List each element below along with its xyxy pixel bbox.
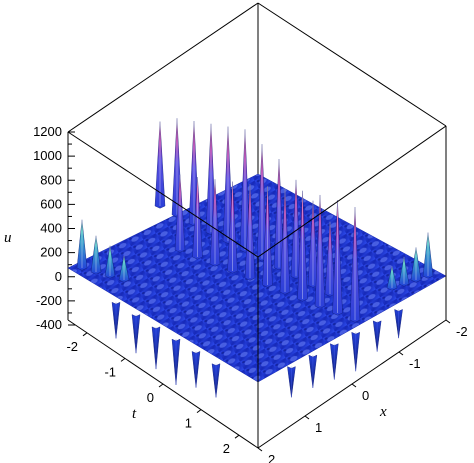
side-peak [398, 256, 410, 287]
surface-peaks [154, 118, 361, 323]
u-axis-label: u [4, 230, 12, 246]
t-tick-label: 2 [223, 441, 230, 456]
t-axis-label: t [132, 406, 137, 422]
t-tick-mark [82, 332, 88, 337]
u-tick-label: -400 [36, 317, 62, 332]
x-tick-mark [351, 383, 357, 388]
x-axis-label: x [379, 404, 387, 420]
t-tick-mark [158, 383, 164, 388]
x-tick-mark [257, 447, 263, 452]
trough-spike [308, 354, 318, 388]
x-tick-label: -1 [409, 356, 421, 371]
trough-spike [211, 363, 221, 398]
t-tick-mark [196, 409, 202, 414]
side-peak [386, 266, 398, 291]
trough-spike [351, 331, 360, 372]
x-tick-label: 2 [268, 452, 275, 463]
t-tick-label: 0 [147, 390, 154, 405]
u-tick-label: -200 [36, 293, 62, 308]
trough-spike [131, 314, 141, 354]
u-tick-label: 200 [40, 245, 62, 260]
x-tick-label: -2 [456, 324, 468, 339]
trough-spike [394, 309, 403, 339]
ridge-peak [154, 121, 166, 209]
ridge-peak [332, 200, 343, 316]
t-tick-label: -2 [66, 339, 78, 354]
side-peak [76, 219, 88, 271]
x-tick-mark [304, 415, 310, 420]
side-peak [104, 245, 116, 279]
side-peak [410, 247, 422, 283]
surface-troughs [111, 301, 403, 398]
u-axis: -400 -200 0 200 400 600 800 1000 1200 [33, 124, 75, 332]
u-tick-label: 600 [40, 196, 62, 211]
side-peak [90, 235, 102, 275]
ridge-peak [279, 188, 291, 295]
t-tick-mark [120, 357, 126, 362]
trough-spike [191, 351, 201, 388]
t-tick-label: -1 [104, 364, 116, 379]
ridge-peak [209, 179, 221, 267]
trough-spike [287, 366, 296, 398]
side-peak [422, 232, 434, 279]
u-tick-label: 0 [55, 269, 62, 284]
ridge-peak [192, 177, 203, 260]
u-tick-label: 800 [40, 172, 62, 187]
box-frame-front [67, 125, 447, 449]
surface-side-peaks [76, 219, 434, 291]
trough-spike [171, 338, 181, 385]
u-tick-label: 400 [40, 221, 62, 236]
x-tick-label: 0 [362, 388, 369, 403]
side-peak [118, 255, 130, 283]
trough-spike [151, 326, 161, 370]
ridge-peak [244, 183, 256, 281]
x-axis: -2 -1 0 1 2 [257, 319, 468, 463]
t-tick-mark [234, 434, 240, 439]
x-tick-mark [398, 351, 404, 356]
ridge-peak [314, 194, 326, 309]
t-tick-label: 1 [185, 416, 192, 431]
u-tick-label: 1200 [33, 124, 62, 139]
ridge-peak [227, 181, 238, 274]
trough-spike [372, 320, 382, 352]
trough-spike [111, 301, 121, 339]
trough-spike [330, 343, 339, 380]
ridge-peak [262, 186, 273, 288]
ridge-peak [174, 174, 186, 253]
x-tick-mark [445, 319, 451, 324]
ridge-peak [349, 207, 361, 323]
x-tick-label: 1 [315, 420, 322, 435]
t-axis: -2 -1 0 1 2 [66, 332, 240, 456]
u-tick-label: 1000 [33, 148, 62, 163]
